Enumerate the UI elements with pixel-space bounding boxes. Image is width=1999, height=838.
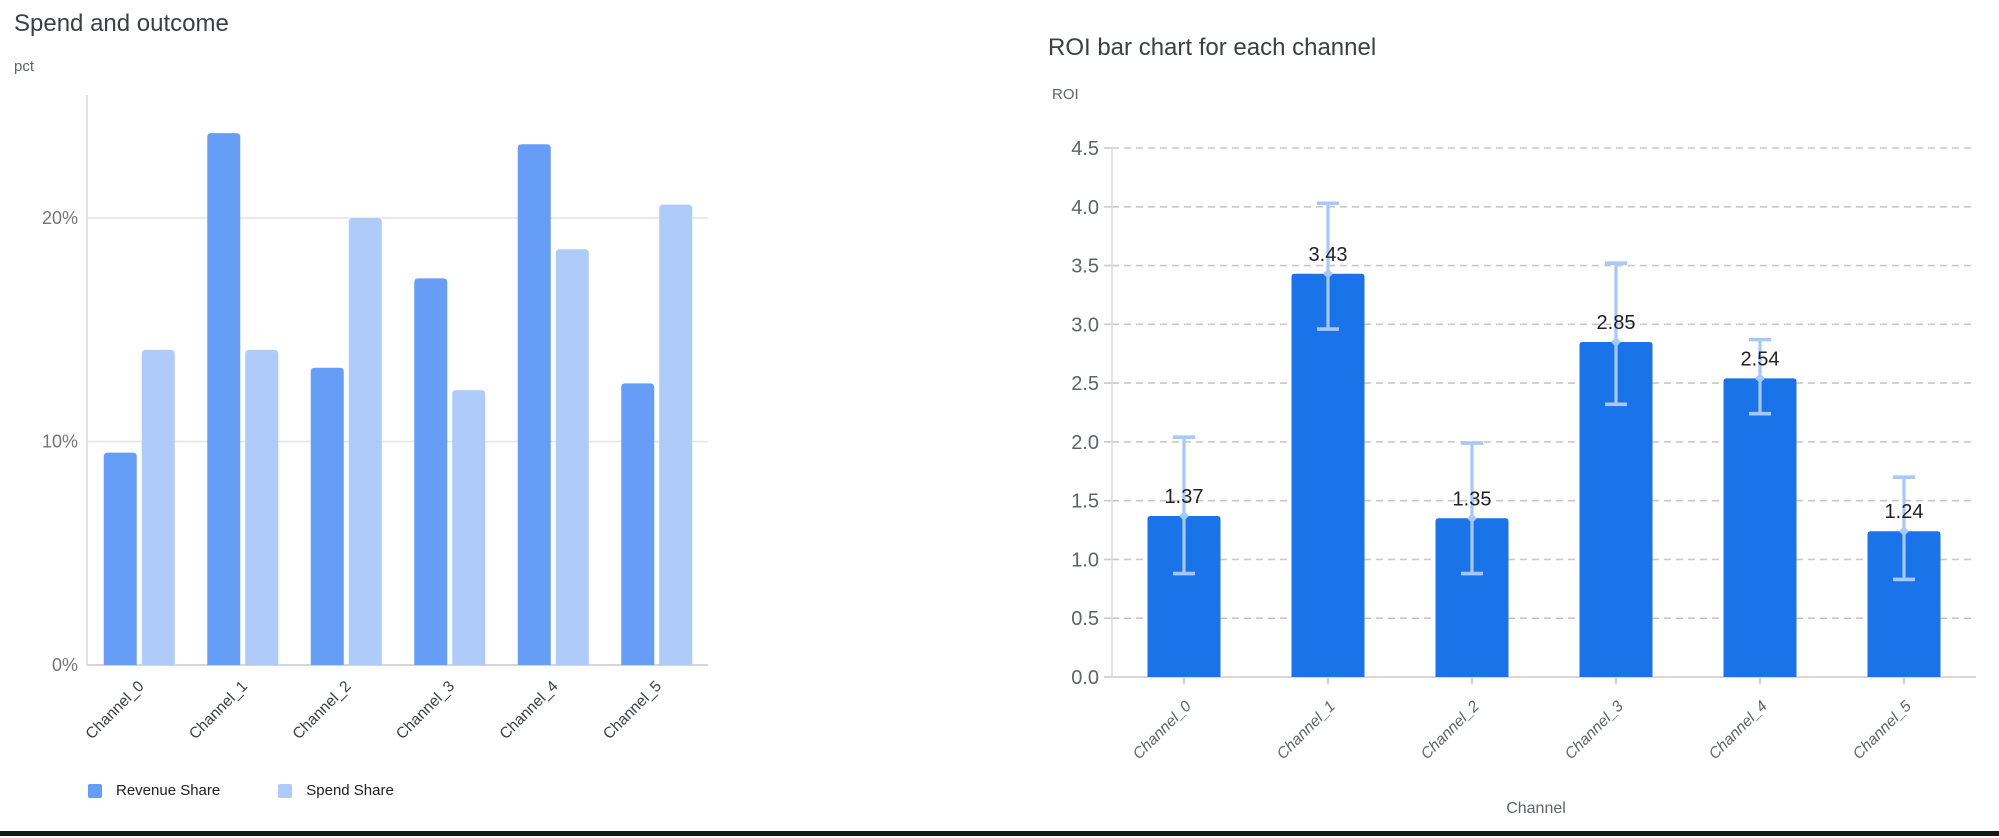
legend-swatch-spend — [278, 783, 293, 798]
x-tick-label: Channel_2 — [290, 678, 355, 743]
roi-bar-plot[interactable]: 0.0 0.5 1.0 1.5 2.0 2.5 3.0 3.5 4.0 4.5 1.37 Channe… — [1040, 95, 1999, 795]
spend-outcome-chart: Spend and outcome pct 0% 10% 20% Channel_0 C… — [0, 0, 760, 838]
bar-Channel_0-0[interactable] — [103, 452, 137, 665]
y-tick-label: 2.5 — [1071, 373, 1099, 395]
y-tick-label: 3.0 — [1071, 314, 1099, 336]
x-tick-label: Channel_5 — [1850, 698, 1915, 763]
bar-value-label: 3.43 — [1309, 244, 1348, 266]
bar-Channel_5-0[interactable] — [621, 383, 655, 665]
bar-Channel_4[interactable] — [1723, 378, 1797, 677]
bar-Channel_4-0[interactable] — [517, 144, 551, 665]
bar-Channel_0-1[interactable] — [141, 349, 175, 665]
bar-Channel_2[interactable] — [1435, 518, 1509, 677]
legend-item-revenue-share[interactable]: Revenue Share — [88, 782, 220, 799]
x-tick-label: Channel_3 — [393, 678, 458, 743]
y-tick-label: 10% — [42, 432, 78, 452]
legend-label-revenue: Revenue Share — [116, 782, 221, 799]
bar-Channel_0[interactable] — [1147, 515, 1221, 677]
y-tick-label: 0% — [52, 655, 78, 675]
bar-value-label: 1.35 — [1453, 488, 1492, 510]
x-tick-label: Channel_1 — [186, 678, 251, 743]
bar-Channel_5[interactable] — [1867, 531, 1941, 677]
y-tick-label: 1.5 — [1071, 491, 1099, 513]
roi-bar-chart: ROI bar chart for each channel ROI 0.0 0.… — [1040, 0, 1999, 838]
y-tick-label: 3.5 — [1071, 256, 1099, 278]
x-tick-label: Channel_3 — [1562, 698, 1627, 763]
y-tick-label: 0.5 — [1071, 608, 1099, 630]
legend-label-spend: Spend Share — [306, 782, 394, 799]
grouped-bar-plot[interactable]: 0% 10% 20% Channel_0 Channel_1 Channel_2 Chann… — [0, 80, 760, 780]
error-midpoint-marker — [1179, 511, 1189, 521]
legend-item-spend-share[interactable]: Spend Share — [278, 782, 394, 799]
y-tick-label: 20% — [42, 208, 78, 228]
x-tick-label: Channel_0 — [1130, 698, 1195, 763]
x-tick-label: Channel_1 — [1274, 698, 1339, 763]
bar-Channel_3[interactable] — [1579, 341, 1653, 677]
error-midpoint-marker — [1467, 513, 1477, 523]
bar-Channel_2-1[interactable] — [348, 218, 382, 665]
bar-Channel_5-1[interactable] — [659, 204, 693, 665]
x-tick-label: Channel_0 — [83, 678, 148, 743]
error-midpoint-marker — [1755, 373, 1765, 383]
y-axis-unit-label: pct — [14, 58, 35, 75]
x-axis-title: Channel — [1506, 800, 1566, 817]
bar-Channel_1[interactable] — [1291, 273, 1365, 677]
bar-value-label: 2.85 — [1597, 312, 1636, 334]
bar-Channel_3-1[interactable] — [452, 390, 486, 665]
chart-title: ROI bar chart for each channel — [1048, 34, 1377, 61]
error-midpoint-marker — [1323, 269, 1333, 279]
legend: Revenue Share Spend Share — [88, 782, 394, 799]
chart-title: Spend and outcome — [14, 10, 229, 37]
bar-Channel_3-0[interactable] — [414, 278, 448, 665]
y-tick-label: 4.0 — [1071, 197, 1099, 219]
y-tick-label: 0.0 — [1071, 667, 1099, 689]
x-tick-label: Channel_5 — [600, 678, 665, 743]
y-tick-label: 2.0 — [1071, 432, 1099, 454]
bar-Channel_1-0[interactable] — [207, 133, 241, 665]
y-tick-label: 4.5 — [1071, 138, 1099, 160]
legend-swatch-revenue — [88, 783, 102, 798]
x-tick-label: Channel_4 — [497, 678, 562, 743]
bar-value-label: 2.54 — [1741, 348, 1780, 370]
y-tick-label: 1.0 — [1071, 549, 1099, 571]
x-tick-label: Channel_4 — [1706, 698, 1771, 763]
error-midpoint-marker — [1899, 526, 1909, 536]
bar-Channel_1-1[interactable] — [245, 349, 279, 665]
bar-value-label: 1.37 — [1165, 486, 1204, 508]
bottom-divider — [0, 831, 1999, 836]
bar-value-label: 1.24 — [1885, 501, 1924, 523]
x-tick-label: Channel_2 — [1418, 698, 1483, 763]
bar-Channel_2-0[interactable] — [310, 367, 344, 665]
error-midpoint-marker — [1611, 337, 1621, 347]
bar-Channel_4-1[interactable] — [555, 249, 589, 666]
y-axis-label: ROI — [1052, 86, 1079, 103]
